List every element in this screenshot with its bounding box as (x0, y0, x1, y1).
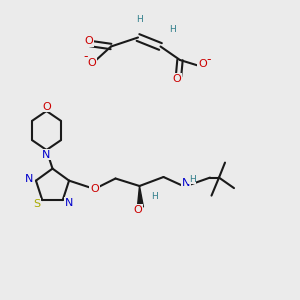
Text: O: O (84, 36, 93, 46)
Text: N: N (65, 198, 74, 208)
Text: N: N (42, 149, 51, 160)
Text: O: O (198, 58, 207, 69)
Text: O: O (90, 184, 99, 194)
Text: S: S (33, 199, 40, 209)
Text: O: O (172, 74, 182, 84)
Text: O: O (87, 58, 96, 68)
Text: O: O (134, 205, 142, 215)
Text: H: H (189, 175, 195, 184)
Text: H: H (169, 26, 176, 34)
Text: -: - (83, 50, 88, 64)
Text: N: N (25, 174, 34, 184)
Text: -: - (206, 53, 211, 67)
Text: H: H (151, 192, 158, 201)
Text: N: N (182, 178, 190, 188)
Text: O: O (42, 101, 51, 112)
Polygon shape (137, 186, 143, 207)
Text: H: H (136, 15, 143, 24)
